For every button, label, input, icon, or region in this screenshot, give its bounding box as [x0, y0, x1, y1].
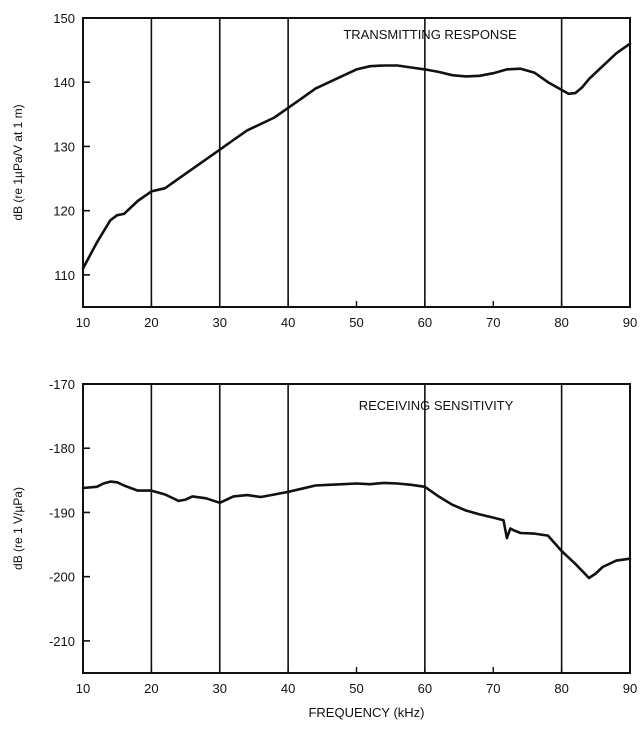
- plot-frame: [82, 17, 631, 308]
- x-tick-label: 50: [349, 315, 363, 330]
- x-tick-label: 30: [213, 681, 227, 696]
- chart-title: RECEIVING SENSITIVITY: [359, 398, 514, 413]
- series-line: [81, 42, 632, 270]
- x-tick-label: 60: [418, 681, 432, 696]
- x-axis-label: FREQUENCY (kHz): [308, 705, 424, 720]
- y-tick-label: -170: [49, 377, 75, 392]
- x-tick-label: 80: [554, 315, 568, 330]
- x-tick-label: 70: [486, 315, 500, 330]
- x-tick-label: 40: [281, 681, 295, 696]
- y-axis-label: dB (re 1 V/µPa): [11, 487, 25, 570]
- chart-panel-2: -170 -180 -190 -200 -210 10 20 30 40 50 60 70 80 90 RE…: [11, 377, 637, 720]
- x-tick-label: 20: [144, 315, 158, 330]
- chart-title: TRANSMITTING RESPONSE: [343, 27, 517, 42]
- x-tick-label: 90: [623, 681, 637, 696]
- x-tick-label: 10: [76, 681, 90, 696]
- x-tick-label: 40: [281, 315, 295, 330]
- x-tick-label: 90: [623, 315, 637, 330]
- x-tick-label: 70: [486, 681, 500, 696]
- x-tick-label: 10: [76, 315, 90, 330]
- plot-frame: [82, 383, 631, 674]
- x-tick-label: 60: [418, 315, 432, 330]
- y-tick-label: -210: [49, 634, 75, 649]
- y-tick-label: -200: [49, 570, 75, 585]
- y-tick-label: 110: [54, 268, 75, 283]
- x-tick-label: 80: [554, 681, 568, 696]
- chart-panel-1: 110 120 130 140 150 10 20 30 40 50 60 70 80 90 TRANSMI…: [11, 11, 637, 330]
- y-tick-label: 120: [53, 204, 75, 219]
- x-tick-label: 20: [144, 681, 158, 696]
- series-line: [81, 480, 632, 580]
- y-tick-label: -180: [49, 441, 75, 456]
- x-tick-label: 30: [213, 315, 227, 330]
- y-axis-label: dB (re 1µPa/V at 1 m): [11, 104, 25, 220]
- y-tick-label: 130: [53, 139, 75, 154]
- y-tick-label: 150: [53, 11, 75, 26]
- y-tick-label: -190: [49, 505, 75, 520]
- y-tick-label: 140: [53, 75, 75, 90]
- x-tick-label: 50: [349, 681, 363, 696]
